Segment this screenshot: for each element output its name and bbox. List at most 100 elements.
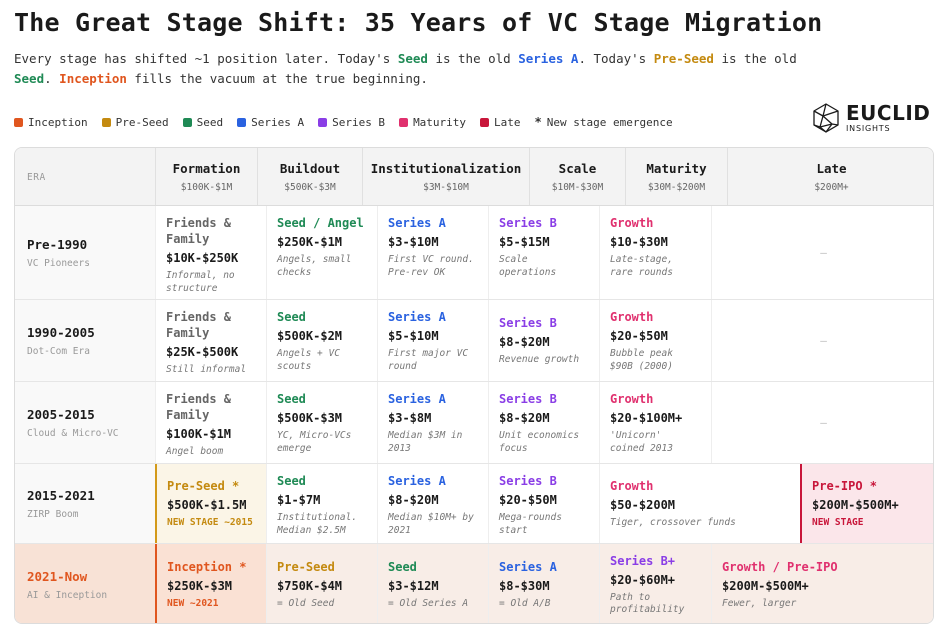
stage-note: = Old A/B xyxy=(499,597,551,609)
legend-swatch xyxy=(101,117,111,127)
stage-note: Fewer, larger xyxy=(722,597,797,609)
stage-cell: Growth $20-$100M+ 'Unicorn' coined 2013 xyxy=(599,382,711,463)
subtitle: Every stage has shifted ~1 position late… xyxy=(14,49,834,89)
era-cell: 1990-2005 Dot-Com Era xyxy=(15,300,155,381)
legend-swatch xyxy=(182,117,192,127)
legend-item-seed: Seed xyxy=(182,115,224,129)
stage-amount: $500K-$2M xyxy=(277,329,343,343)
stage-note: YC, Micro-VCs emerge xyxy=(277,430,352,454)
stage-amount: $50-$200M xyxy=(610,497,676,512)
legend-label: Seed xyxy=(196,115,224,129)
subtitle-text: Every stage has shifted ~1 position late… xyxy=(14,51,398,66)
subtitle-seed-2: Seed xyxy=(14,71,45,86)
new-stage-tag: NEW ~2021 xyxy=(167,598,219,609)
stage-note: Angels, small checks xyxy=(277,254,352,278)
stage-amount: $8-$20M xyxy=(388,493,439,507)
logo-text: EUCLID INSIGHTS xyxy=(846,103,930,133)
new-stage-tag: NEW STAGE xyxy=(812,517,864,528)
stage-amount: $25K-$500K xyxy=(166,345,239,359)
stage-name: Friends & Family xyxy=(166,392,232,422)
stage-name: Series B xyxy=(499,474,557,488)
subtitle-text: is the old xyxy=(713,51,797,66)
era-cell: 2015-2021 ZIRP Boom xyxy=(15,464,155,543)
stage-name: Pre-IPO * xyxy=(812,479,878,493)
stage-cell-new: Inception * $250K-$3M NEW ~2021 xyxy=(155,544,266,623)
stage-cell: Series B $20-$50M Mega-rounds start xyxy=(488,464,599,543)
subtitle-text: is the old xyxy=(427,51,519,66)
stage-amount: $10-$30M xyxy=(610,235,668,249)
stage-note: = Old Seed xyxy=(277,597,335,609)
era-sub: Cloud & Micro-VC xyxy=(27,427,119,439)
legend-label: Pre-Seed xyxy=(115,115,169,129)
era-cell: 2005-2015 Cloud & Micro-VC xyxy=(15,382,155,463)
stage-note: Still informal xyxy=(166,364,247,375)
stage-amount: $10K-$250K xyxy=(166,251,239,265)
header-name: Institutionalization xyxy=(370,161,522,176)
subtitle-inception: Inception xyxy=(59,71,127,86)
legend-label: Series A xyxy=(251,115,305,129)
stage-amount: $20-$100M+ xyxy=(610,411,683,425)
stage-note: Revenue growth xyxy=(499,353,580,365)
stage-note: = Old Series A xyxy=(388,597,469,609)
header-range: $500K-$3M xyxy=(284,182,336,193)
stage-name: Growth xyxy=(610,478,654,493)
stage-cell: Series A $8-$20M Median $10M+ by 2021 xyxy=(377,464,488,543)
era-sub: ZIRP Boom xyxy=(27,508,79,520)
subtitle-seed: Seed xyxy=(397,51,428,66)
legend-swatch xyxy=(237,117,247,127)
empty-cell: — xyxy=(711,382,933,463)
era-name: 2015-2021 xyxy=(27,487,95,503)
header-col-formation: Formation $100K-$1M xyxy=(155,148,257,205)
stage-note: Bubble peak $90B (2000) xyxy=(610,348,673,372)
stage-table: ERA Formation $100K-$1M Buildout $500K-$3M… xyxy=(14,147,934,624)
stage-cell: Growth $20-$50M Bubble peak $90B (2000) xyxy=(599,300,711,381)
stage-cell: Seed $3-$12M = Old Series A xyxy=(377,544,488,623)
stage-name: Seed xyxy=(277,474,306,488)
header-name: Maturity xyxy=(646,161,707,176)
subtitle-text: . xyxy=(44,71,60,86)
table-row-2021-now: 2021-Now AI & Inception Inception * $250K-… xyxy=(15,544,933,623)
stage-amount: $500K-$1.5M xyxy=(167,498,247,512)
legend-swatch xyxy=(399,117,409,127)
subtitle-text: fills the vacuum at the true beginning. xyxy=(126,71,428,86)
stage-cell: Seed / Angel $250K-$1M Angels, small check… xyxy=(266,206,377,299)
stage-amount: $200M-$500M+ xyxy=(722,578,809,593)
legend-item-series-a: Series A xyxy=(237,116,304,129)
star-icon: * xyxy=(534,115,542,129)
stage-note: Path to profitability xyxy=(610,591,685,616)
table-row-2015-2021: 2015-2021 ZIRP Boom Pre-Seed * $500K-$1.5M… xyxy=(15,464,933,544)
stage-amount: $5-$15M xyxy=(499,235,550,249)
page-title: The Great Stage Shift: 35 Years of VC St… xyxy=(14,8,823,37)
stage-amount: $3-$10M xyxy=(388,235,439,249)
legend-label: Maturity xyxy=(413,115,467,129)
legend-swatch xyxy=(318,117,328,127)
legend-item-pre-seed: Pre-Seed xyxy=(101,115,169,129)
stage-name: Growth xyxy=(610,310,654,324)
subtitle-pre-seed: Pre-Seed xyxy=(653,51,714,66)
legend-item-new-stage: * New stage emergence xyxy=(535,115,673,129)
stage-amount: $20-$50M xyxy=(499,493,557,507)
stage-name: Series B xyxy=(499,216,557,230)
legend-item-inception: Inception xyxy=(14,116,88,129)
stage-cell: Friends & Family $10K-$250K Informal, no s… xyxy=(155,206,266,299)
logo-sub: INSIGHTS xyxy=(846,124,891,133)
stage-name: Growth / Pre-IPO xyxy=(722,559,838,574)
era-cell: 2021-Now AI & Inception xyxy=(15,544,155,623)
stage-cell: Series B+ $20-$60M+ Path to profitability xyxy=(599,544,711,623)
logo-name: EUCLID xyxy=(846,101,931,125)
header-range: $200M+ xyxy=(814,182,849,193)
stage-cell: Series A $5-$10M First major VC round xyxy=(377,300,488,381)
table-row-pre-1990: Pre-1990 VC Pioneers Friends & Family $10K… xyxy=(15,206,933,300)
stage-amount: $1-$7M xyxy=(277,493,321,507)
header-range: $100K-$1M xyxy=(180,182,233,193)
stage-amount: $8-$30M xyxy=(499,578,550,593)
stage-amount: $20-$50M xyxy=(610,329,668,343)
stage-cell: Growth / Pre-IPO $200M-$500M+ Fewer, large… xyxy=(711,544,933,623)
legend-swatch xyxy=(14,117,23,127)
stage-cell: Series A $3-$8M Median $3M in 2013 xyxy=(377,382,488,463)
stage-cell: Friends & Family $25K-$500K Still informal xyxy=(155,300,266,381)
stage-cell: Growth $50-$200M Tiger, crossover funds xyxy=(599,464,800,543)
stage-amount: $250K-$3M xyxy=(167,579,233,593)
subtitle-series-a: Series A xyxy=(518,51,579,66)
stage-name: Inception * xyxy=(167,560,247,574)
